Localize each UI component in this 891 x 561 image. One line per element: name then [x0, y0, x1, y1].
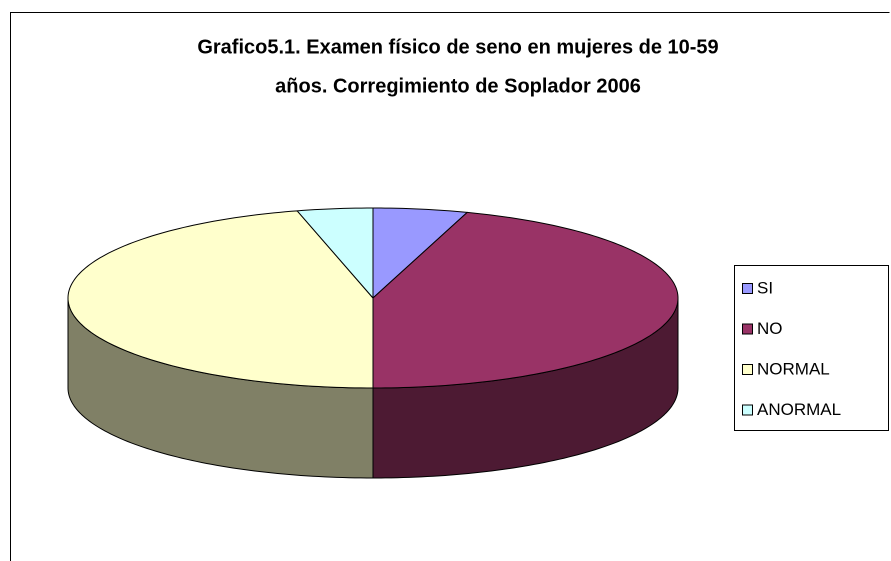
chart-title: Grafico5.1. Examen físico de seno en muj…: [197, 36, 718, 58]
legend-box: [734, 265, 889, 431]
legend-label: SI: [757, 278, 773, 297]
legend-swatch: [742, 404, 753, 416]
legend-swatch: [742, 323, 753, 335]
pie-slice: [372, 211, 679, 389]
legend-swatch: [742, 364, 753, 375]
legend-label: NO: [757, 319, 783, 338]
chart-border: [10, 12, 890, 561]
pie-slice: [372, 207, 468, 299]
chart-title: años. Corregimiento de Soplador 2006: [275, 75, 641, 97]
legend-label: NORMAL: [757, 359, 830, 378]
legend-swatch: [742, 283, 753, 294]
pie-slice: [67, 210, 374, 389]
pie-slice: [296, 207, 374, 299]
legend-label: ANORMAL: [757, 400, 841, 419]
